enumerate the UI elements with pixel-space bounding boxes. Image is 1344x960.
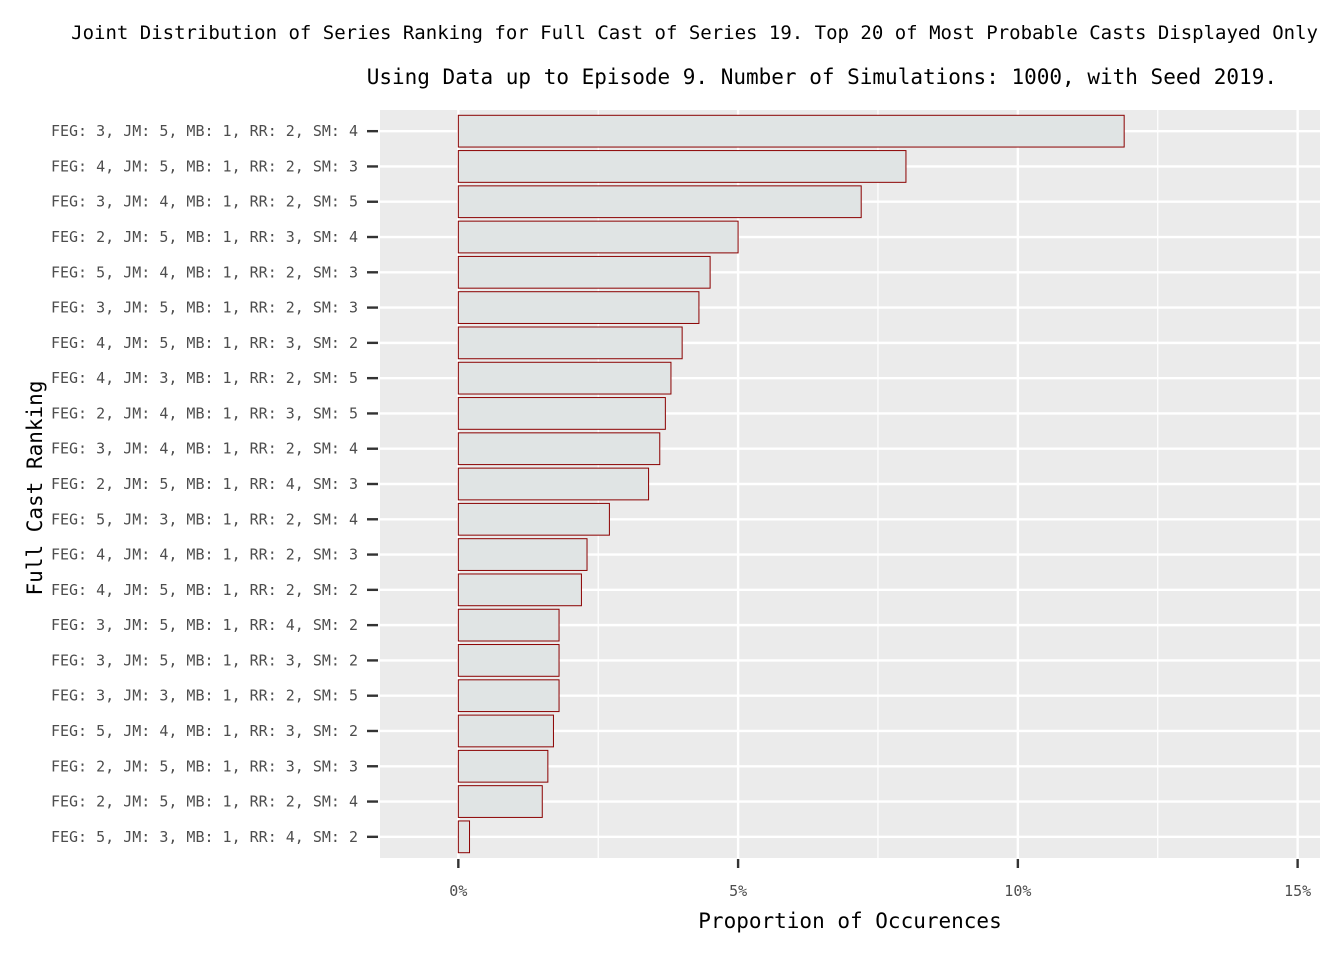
y-tick-label: FEG: 4, JM: 5, MB: 1, RR: 3, SM: 2 <box>51 334 358 352</box>
y-tick-label: FEG: 2, JM: 4, MB: 1, RR: 3, SM: 5 <box>51 404 358 422</box>
bar <box>457 114 1125 148</box>
bar <box>457 785 543 818</box>
bar <box>457 397 666 430</box>
y-tick-label: FEG: 3, JM: 3, MB: 1, RR: 2, SM: 5 <box>51 687 358 705</box>
bar <box>457 150 907 183</box>
chart-subtitle: Using Data up to Episode 9. Number of Si… <box>367 65 1277 89</box>
bar <box>457 502 610 536</box>
bar <box>457 714 554 748</box>
bar <box>457 679 560 713</box>
y-tick-label: FEG: 2, JM: 5, MB: 1, RR: 2, SM: 4 <box>51 793 358 811</box>
bar <box>457 361 672 395</box>
y-axis-title: Full Cast Ranking <box>23 381 47 596</box>
bar <box>457 573 582 607</box>
y-tick-label: FEG: 5, JM: 3, MB: 1, RR: 4, SM: 2 <box>51 828 358 846</box>
y-tick-label: FEG: 2, JM: 5, MB: 1, RR: 4, SM: 3 <box>51 475 358 493</box>
y-tick-label: FEG: 4, JM: 5, MB: 1, RR: 2, SM: 2 <box>51 581 358 599</box>
y-tick-label: FEG: 3, JM: 5, MB: 1, RR: 2, SM: 4 <box>51 122 358 140</box>
bars <box>457 114 1125 854</box>
chart-title: Joint Distribution of Series Ranking for… <box>71 22 1318 44</box>
y-tick-label: FEG: 3, JM: 4, MB: 1, RR: 2, SM: 4 <box>51 440 358 458</box>
y-tick-label: FEG: 3, JM: 5, MB: 1, RR: 3, SM: 2 <box>51 651 358 669</box>
y-tick-label: FEG: 3, JM: 5, MB: 1, RR: 4, SM: 2 <box>51 616 358 634</box>
bar <box>457 538 588 571</box>
bar <box>457 220 739 254</box>
bar <box>457 644 560 677</box>
x-axis-title: Proportion of Occurences <box>698 909 1001 933</box>
y-tick-label: FEG: 5, JM: 3, MB: 1, RR: 2, SM: 4 <box>51 510 358 528</box>
bar <box>457 467 650 501</box>
bar <box>457 326 683 360</box>
y-tick-label: FEG: 5, JM: 4, MB: 1, RR: 3, SM: 2 <box>51 722 358 740</box>
x-tick-label: 5% <box>729 882 747 900</box>
x-tick-label: 15% <box>1284 882 1311 900</box>
bar <box>457 185 862 219</box>
bar <box>457 255 711 289</box>
y-axis-ticks: FEG: 3, JM: 5, MB: 1, RR: 2, SM: 4 FEG: 4… <box>51 122 378 846</box>
bar <box>457 291 700 324</box>
y-tick-label: FEG: 4, JM: 4, MB: 1, RR: 2, SM: 3 <box>51 546 358 564</box>
y-tick-label: FEG: 4, JM: 5, MB: 1, RR: 2, SM: 3 <box>51 157 358 175</box>
bar <box>457 432 661 466</box>
y-tick-label: FEG: 2, JM: 5, MB: 1, RR: 3, SM: 3 <box>51 757 358 775</box>
x-axis-ticks: 0% 5% 10% 15% <box>449 859 1311 900</box>
y-tick-label: FEG: 5, JM: 4, MB: 1, RR: 2, SM: 3 <box>51 263 358 281</box>
bar <box>457 608 560 642</box>
x-tick-label: 10% <box>1004 882 1031 900</box>
bar <box>457 820 471 854</box>
y-tick-label: FEG: 2, JM: 5, MB: 1, RR: 3, SM: 4 <box>51 228 358 246</box>
x-tick-label: 0% <box>449 882 467 900</box>
y-tick-label: FEG: 3, JM: 4, MB: 1, RR: 2, SM: 5 <box>51 193 358 211</box>
y-tick-label: FEG: 3, JM: 5, MB: 1, RR: 2, SM: 3 <box>51 299 358 317</box>
bar <box>457 749 549 783</box>
y-tick-label: FEG: 4, JM: 3, MB: 1, RR: 2, SM: 5 <box>51 369 358 387</box>
